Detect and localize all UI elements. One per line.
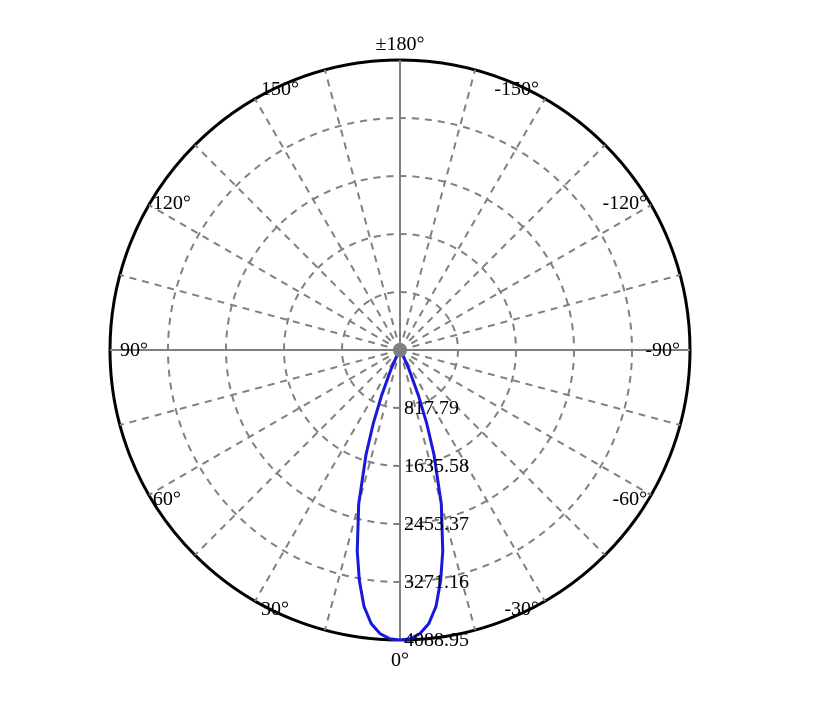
spoke-15: [325, 350, 400, 630]
radial-label-1: 1635.58: [404, 455, 469, 477]
spoke-75: [120, 350, 400, 425]
angle-label-150: 150°: [261, 78, 299, 100]
radial-label-3: 3271.16: [404, 571, 469, 593]
spoke-195: [400, 70, 475, 350]
angle-label--150: -150°: [494, 78, 539, 100]
radial-label-0: 817.79: [404, 397, 459, 419]
angle-label--30: -30°: [504, 598, 539, 620]
spoke-30: [255, 350, 400, 601]
radial-label-4: 4088.95: [404, 629, 469, 651]
spoke-105: [120, 275, 400, 350]
spoke-255: [400, 275, 680, 350]
angle-label--90: -90°: [645, 339, 680, 361]
spoke-45: [195, 350, 400, 555]
angle-label-120: 120°: [153, 192, 191, 214]
angle-label-60: 60°: [153, 488, 181, 510]
spoke-120: [149, 205, 400, 350]
spoke-135: [195, 145, 400, 350]
spoke-225: [400, 145, 605, 350]
spoke-165: [325, 70, 400, 350]
angle-label-90: 90°: [120, 339, 148, 361]
angle-label-0: 0°: [391, 649, 409, 671]
polar-chart: ±180° 150° 120° 90° 60° 30° 0° -30° -60° -90° -120…: [0, 0, 825, 705]
center-dot: [393, 343, 407, 357]
spoke-210: [400, 99, 545, 350]
angle-label-30: 30°: [261, 598, 289, 620]
spoke-240: [400, 205, 651, 350]
angle-label--60: -60°: [612, 488, 647, 510]
radial-label-2: 2453.37: [404, 513, 469, 535]
angle-label-180: ±180°: [376, 33, 425, 55]
spoke-150: [255, 99, 400, 350]
angle-label--120: -120°: [602, 192, 647, 214]
